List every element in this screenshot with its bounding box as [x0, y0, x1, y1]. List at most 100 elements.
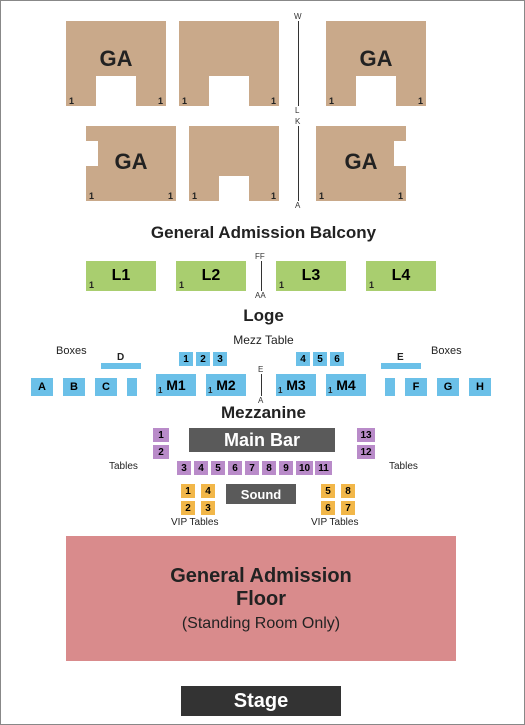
table-3[interactable]: 3: [177, 461, 191, 475]
table-12[interactable]: 12: [357, 445, 375, 459]
loge-L1[interactable]: L1: [86, 261, 156, 291]
side-F[interactable]: F: [405, 378, 427, 396]
mezz-table-2[interactable]: 2: [196, 352, 210, 366]
balcony-bot-one-3: 1: [271, 191, 276, 201]
loge-one-1: 1: [179, 280, 184, 290]
vip-right-8[interactable]: 8: [341, 484, 355, 498]
seating-chart: GAGA111111WLGAGA111111KAGeneral Admissio…: [0, 0, 525, 725]
vip-left-1[interactable]: 1: [181, 484, 195, 498]
balcony-top-one-2: 1: [182, 96, 187, 106]
mezz-table-6[interactable]: 6: [330, 352, 344, 366]
side-A[interactable]: A: [31, 378, 53, 396]
balcony-bot-one-5: 1: [398, 191, 403, 201]
loge-L3[interactable]: L3: [276, 261, 346, 291]
ruler-E: E: [258, 365, 263, 374]
balcony-title: General Admission Balcony: [1, 223, 525, 243]
balcony-bot-notch-2: [394, 141, 406, 166]
boxes-bar-D[interactable]: [101, 363, 141, 369]
balcony-bot-ga-1: GA: [331, 149, 391, 175]
table-8[interactable]: 8: [262, 461, 276, 475]
balcony-bot-notch-1: [219, 176, 249, 201]
vip-right-7[interactable]: 7: [341, 501, 355, 515]
box-marker-0[interactable]: [127, 378, 137, 396]
mezz-one-2: 1: [278, 386, 282, 395]
sound-booth: Sound: [226, 484, 296, 504]
balcony-bot-one-1: 1: [168, 191, 173, 201]
balcony-bot-ga-0: GA: [101, 149, 161, 175]
balcony-top-ruler: [298, 21, 299, 106]
loge-ruler: [261, 261, 262, 291]
balcony-top-one-5: 1: [418, 96, 423, 106]
boxes-bar-label-D: D: [117, 352, 124, 363]
balcony-top-one-0: 1: [69, 96, 74, 106]
table-1[interactable]: 1: [153, 428, 169, 442]
boxes-label-left: Boxes: [56, 345, 87, 357]
table-11[interactable]: 11: [315, 461, 332, 475]
vip-label-left: VIP Tables: [171, 517, 218, 528]
vip-left-2[interactable]: 2: [181, 501, 195, 515]
mezz-one-3: 1: [328, 386, 332, 395]
vip-label-right: VIP Tables: [311, 517, 358, 528]
ruler-AA: AA: [255, 291, 266, 300]
floor-title-1: General Admission: [170, 565, 352, 588]
mezz-one-1: 1: [208, 386, 212, 395]
boxes-bar-label-E: E: [397, 352, 404, 363]
tables-label-left: Tables: [109, 461, 138, 472]
balcony-top-notch-0: [96, 76, 136, 106]
balcony-bot-one-0: 1: [89, 191, 94, 201]
balcony-bot-one-4: 1: [319, 191, 324, 201]
ruler-L: L: [295, 106, 299, 115]
ruler-W: W: [294, 12, 302, 21]
loge-one-3: 1: [369, 280, 374, 290]
side-B[interactable]: B: [63, 378, 85, 396]
table-2[interactable]: 2: [153, 445, 169, 459]
mezz-title: Mezzanine: [1, 403, 525, 423]
box-marker-1[interactable]: [385, 378, 395, 396]
loge-one-2: 1: [279, 280, 284, 290]
mezz-table-1[interactable]: 1: [179, 352, 193, 366]
table-10[interactable]: 10: [296, 461, 313, 475]
stage: Stage: [181, 686, 341, 716]
balcony-top-one-3: 1: [271, 96, 276, 106]
floor-title-2: Floor: [236, 588, 286, 611]
loge-title: Loge: [1, 306, 525, 326]
vip-left-3[interactable]: 3: [201, 501, 215, 515]
loge-L2[interactable]: L2: [176, 261, 246, 291]
mezz-ruler: [261, 374, 262, 396]
mezz-table-5[interactable]: 5: [313, 352, 327, 366]
ga-floor[interactable]: General AdmissionFloor (Standing Room Onl…: [66, 536, 456, 661]
vip-right-6[interactable]: 6: [321, 501, 335, 515]
mezz-one-0: 1: [158, 386, 162, 395]
table-4[interactable]: 4: [194, 461, 208, 475]
balcony-bot-one-2: 1: [192, 191, 197, 201]
table-6[interactable]: 6: [228, 461, 242, 475]
side-G[interactable]: G: [437, 378, 459, 396]
balcony-top-one-4: 1: [329, 96, 334, 106]
ruler-K: K: [295, 117, 300, 126]
side-H[interactable]: H: [469, 378, 491, 396]
table-9[interactable]: 9: [279, 461, 293, 475]
loge-one-0: 1: [89, 280, 94, 290]
balcony-top-one-1: 1: [158, 96, 163, 106]
table-13[interactable]: 13: [357, 428, 375, 442]
main-bar: Main Bar: [189, 428, 335, 452]
vip-right-5[interactable]: 5: [321, 484, 335, 498]
table-7[interactable]: 7: [245, 461, 259, 475]
table-5[interactable]: 5: [211, 461, 225, 475]
mezz-table-4[interactable]: 4: [296, 352, 310, 366]
balcony-bot-notch-0: [86, 141, 98, 166]
tables-label-right: Tables: [389, 461, 418, 472]
side-C[interactable]: C: [95, 378, 117, 396]
balcony-top-ga-0: GA: [86, 46, 146, 72]
ruler-FF: FF: [255, 252, 265, 261]
ruler-A: A: [295, 201, 300, 210]
mezz-table-3[interactable]: 3: [213, 352, 227, 366]
balcony-top-notch-1: [209, 76, 249, 106]
loge-L4[interactable]: L4: [366, 261, 436, 291]
boxes-bar-E[interactable]: [381, 363, 421, 369]
balcony-top-ga-1: GA: [346, 46, 406, 72]
balcony-top-notch-2: [356, 76, 396, 106]
floor-subtitle: (Standing Room Only): [182, 615, 340, 633]
vip-left-4[interactable]: 4: [201, 484, 215, 498]
balcony-bot-ruler: [298, 126, 299, 201]
